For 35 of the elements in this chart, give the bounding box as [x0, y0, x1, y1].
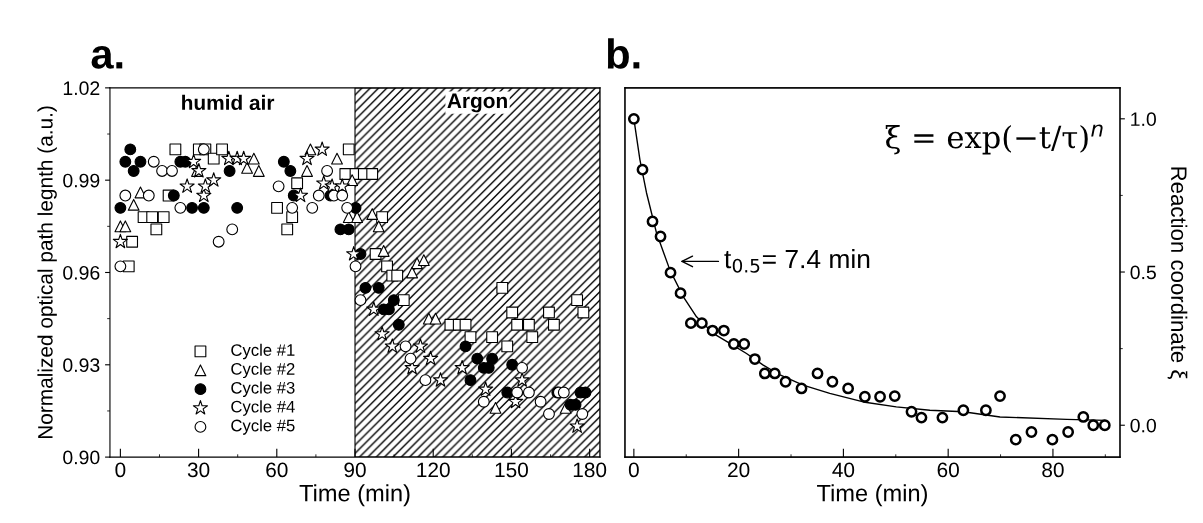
annotation: t$_{0.5}$= 7.4 min — [724, 248, 870, 273]
y-tick-label: 0.93 — [63, 358, 100, 373]
y-tick-label: 0.96 — [63, 265, 100, 280]
x-axis-title: Time (min) — [299, 484, 410, 507]
legend-label: Cycle #4 — [231, 400, 295, 416]
annotation: humid air — [182, 94, 275, 111]
y2-tick-label: 0.5 — [1130, 265, 1156, 280]
y-tick-label: 0.90 — [63, 450, 100, 465]
chart-title: b. — [607, 38, 640, 69]
y2-axis-title: Reaction coordinate ξ — [1167, 167, 1188, 379]
annotation: ξ = exp(−t/τ)$^{n}$ — [885, 124, 1103, 155]
x-tick-label: 20 — [728, 462, 750, 478]
x-tick-label: 30 — [187, 462, 210, 478]
x-tick-label: 90 — [344, 462, 366, 478]
x-tick-label: 80 — [1042, 462, 1064, 478]
band-label: Argon — [447, 93, 507, 113]
x-tick-label: 60 — [266, 462, 288, 478]
y2-tick-label: 0.0 — [1130, 418, 1156, 433]
x-tick-label: 40 — [832, 462, 855, 478]
legend-label: Cycle #3 — [231, 381, 295, 397]
x-tick-label: 0 — [115, 462, 126, 478]
chart-title: a. — [91, 46, 123, 69]
x-tick-label: 0 — [628, 462, 639, 478]
y-axis-title: Normalized optical path legnth (a.u.) — [37, 106, 57, 439]
y2-tick-label: 1.0 — [1131, 112, 1156, 127]
legend-label: Cycle #2 — [231, 362, 295, 379]
x-tick-label: 60 — [937, 462, 959, 478]
x-axis-title: Time (min) — [817, 484, 927, 507]
legend-label: Cycle #1 — [231, 343, 295, 360]
y-tick-label: 0.99 — [63, 173, 100, 188]
y-tick-label: 1.02 — [63, 81, 100, 96]
x-tick-label: 150 — [495, 462, 528, 478]
x-tick-label: 180 — [573, 462, 607, 478]
x-tick-label: 120 — [417, 462, 450, 478]
legend-label: Cycle #5 — [231, 419, 295, 435]
